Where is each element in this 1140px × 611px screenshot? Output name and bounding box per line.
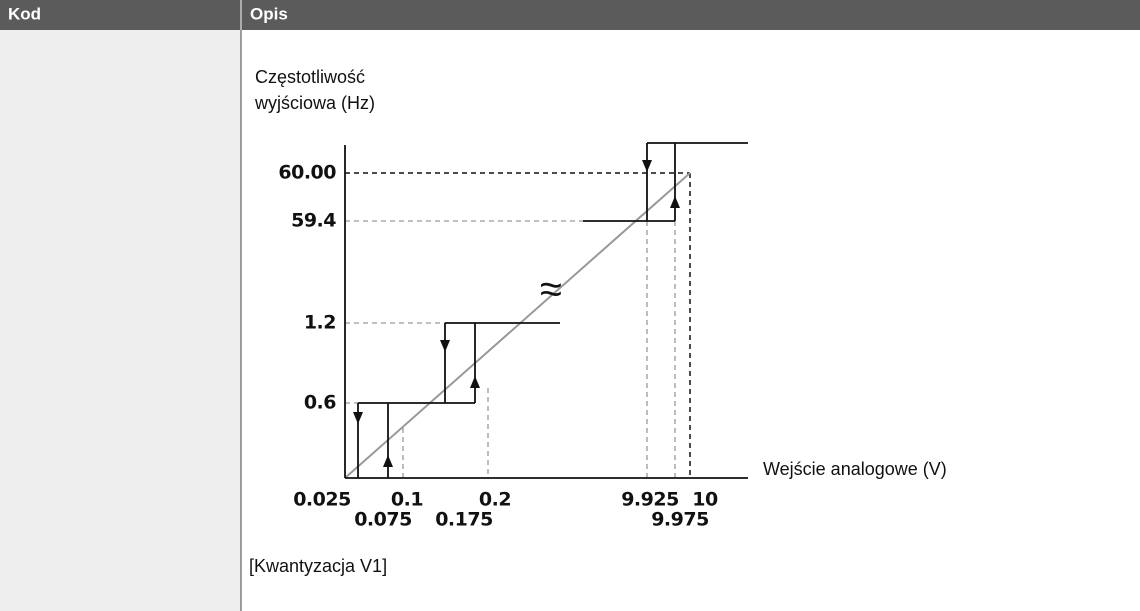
header-kod: Kod bbox=[8, 4, 41, 23]
y-axis-label: wyjściowa (Hz) bbox=[254, 93, 375, 113]
x-label: 9.975 bbox=[651, 509, 709, 531]
header-row bbox=[0, 0, 1140, 30]
x-label: 0.025 bbox=[293, 489, 351, 511]
x-label: 0.2 bbox=[479, 489, 511, 511]
y-label: 1.2 bbox=[304, 312, 336, 334]
caption: [Kwantyzacja V1] bbox=[249, 556, 387, 576]
x-label: 10 bbox=[692, 489, 718, 511]
max-guides bbox=[345, 172, 691, 478]
y-label: 60.00 bbox=[278, 162, 336, 184]
x-label: 0.075 bbox=[354, 509, 412, 531]
x-label: 0.175 bbox=[435, 509, 493, 531]
x-label: 9.925 bbox=[621, 489, 679, 511]
y-label: 59.4 bbox=[291, 210, 336, 232]
guides bbox=[345, 220, 676, 478]
y-label: 0.6 bbox=[304, 392, 336, 414]
x-label: 0.1 bbox=[391, 489, 423, 511]
break-symbol: ≈ bbox=[540, 268, 562, 312]
x-axis-label: Wejście analogowe (V) bbox=[763, 459, 947, 479]
ideal-line bbox=[344, 172, 691, 479]
arrows bbox=[353, 160, 680, 467]
header-opis: Opis bbox=[250, 4, 288, 23]
code-cell bbox=[0, 30, 241, 611]
y-axis-label: Częstotliwość bbox=[255, 67, 365, 87]
